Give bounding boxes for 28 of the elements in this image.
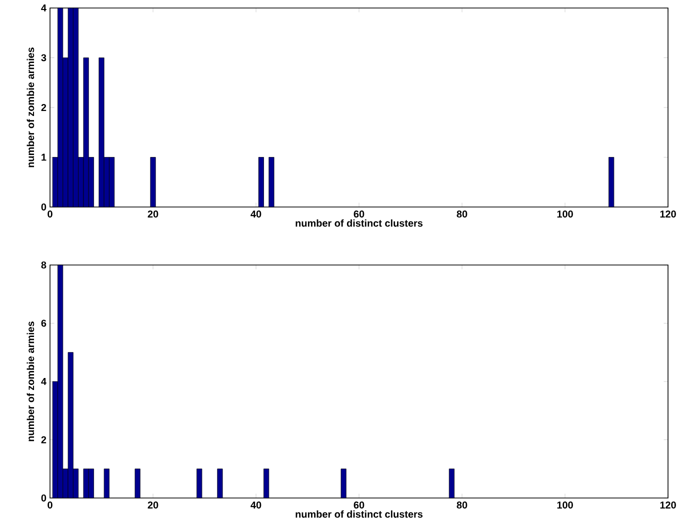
x-tick-label: 120 (660, 502, 676, 509)
y-tick-label: 4 (41, 378, 46, 385)
y-tick-label: 8 (41, 261, 46, 269)
y-tick-label: 2 (41, 436, 46, 444)
x-tick-label: 0 (48, 210, 52, 218)
x-tick-label: 40 (250, 502, 262, 509)
x-tick-label: 40 (250, 210, 262, 218)
x-tick-label: 80 (456, 502, 468, 509)
y-tick-label: 1 (42, 154, 46, 161)
y-tick-label: 3 (41, 54, 46, 62)
x-tick-label: 20 (148, 502, 158, 509)
x-tick-label: 100 (557, 502, 573, 509)
x-tick-label: 100 (557, 210, 573, 218)
x-tick-label: 80 (456, 210, 468, 218)
x-tick-label: 60 (354, 210, 364, 218)
y-tick-label: 2 (41, 104, 46, 111)
x-tick-label: 120 (660, 210, 676, 218)
y-tick-label: 0 (41, 203, 46, 211)
y-tick-label: 6 (41, 320, 46, 327)
x-tick-label: 20 (148, 210, 158, 218)
x-tick-label: 60 (354, 502, 364, 509)
x-tick-label: 0 (48, 502, 52, 509)
y-axis-title: number of zombie armies (26, 48, 34, 168)
x-axis-title: number of distinct clusters (296, 219, 423, 227)
y-tick-label: 0 (41, 494, 46, 502)
y-axis-title: number of zombie armies (26, 322, 34, 442)
x-axis-title: number of distinct clusters (296, 510, 423, 518)
y-tick-label: 4 (41, 4, 46, 12)
